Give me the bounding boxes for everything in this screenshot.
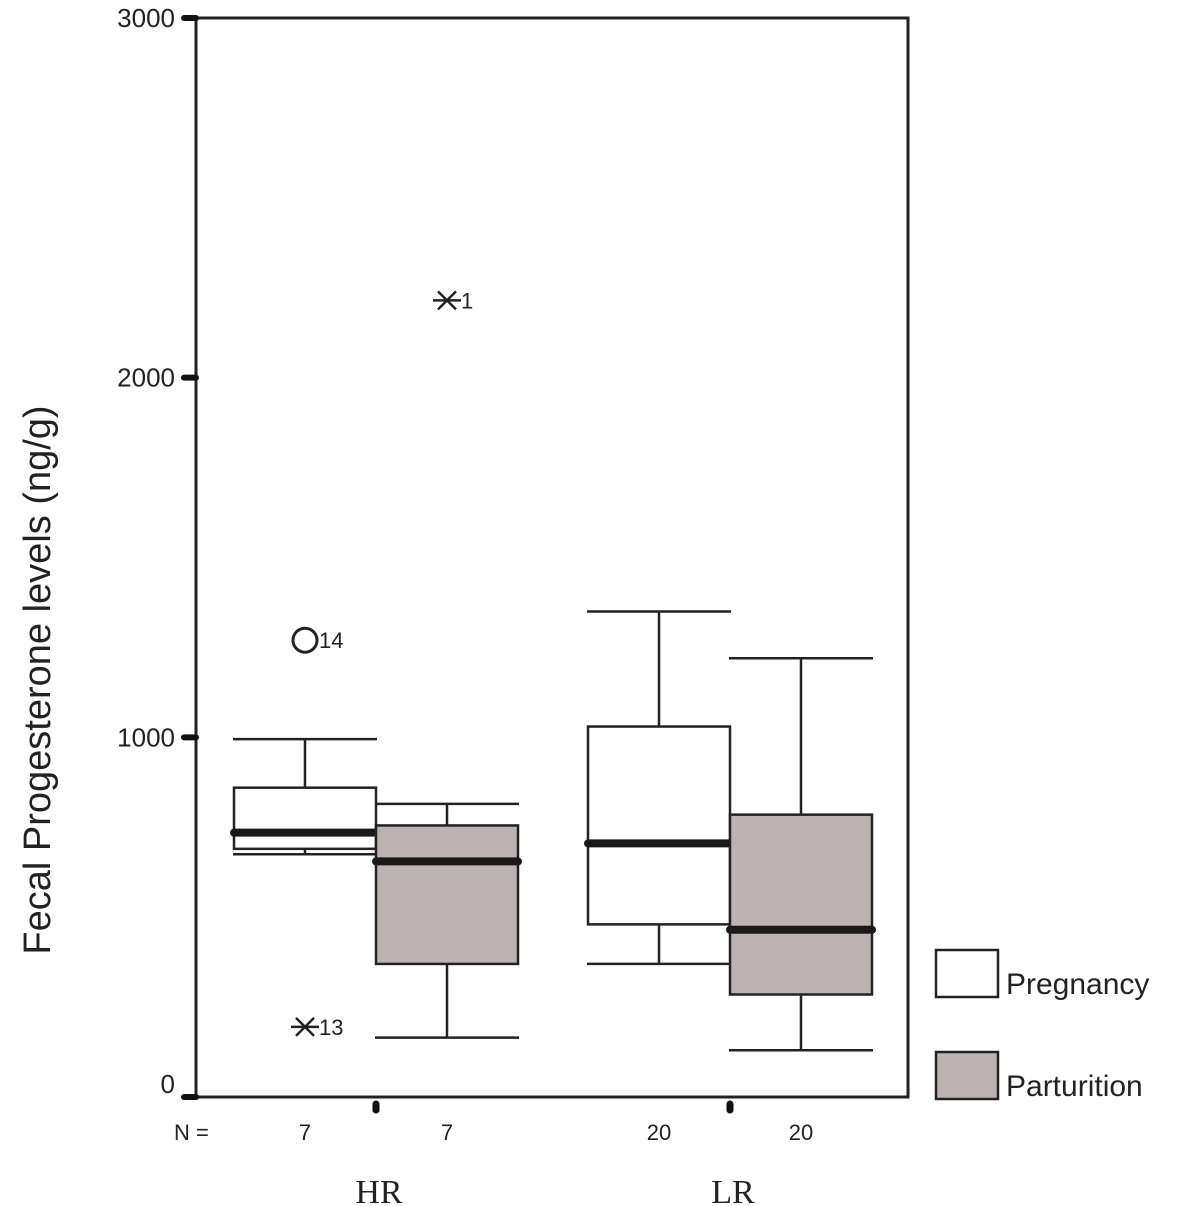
y-axis: 0 1000 2000 3000	[117, 3, 199, 1100]
legend-swatch	[934, 1050, 1000, 1101]
outlier-circle	[291, 626, 319, 654]
outlier-label: 13	[319, 1015, 343, 1040]
outlier-star-stroke	[437, 290, 457, 311]
group-label: LR	[711, 1174, 755, 1206]
y-tick-label: 2000	[117, 363, 175, 393]
box-pregnancy-lr	[584, 610, 734, 966]
n-value: 7	[299, 1120, 311, 1145]
legend-item-pregnancy: Pregnancy	[934, 948, 1149, 1001]
outlier-star	[291, 1016, 319, 1037]
box-iqr	[232, 786, 378, 851]
y-tick-label: 0	[161, 1069, 175, 1099]
n-value: 20	[789, 1120, 813, 1145]
box-parturition-lr	[726, 656, 876, 1052]
outlier-label: 1	[461, 288, 473, 313]
group-label: HR	[355, 1174, 403, 1206]
n-label: N =	[174, 1120, 209, 1145]
n-value: 7	[441, 1120, 453, 1145]
legend-swatch	[934, 948, 1000, 999]
box-iqr	[586, 725, 732, 926]
y-axis-title: Fecal Progesterone levels (ng/g)	[17, 405, 59, 954]
box-pregnancy-hr: 14 13	[230, 626, 380, 1040]
box-series: 14 13 1	[230, 288, 876, 1052]
plot-frame	[194, 16, 910, 1099]
box-iqr	[728, 813, 874, 996]
box-iqr	[374, 824, 520, 966]
legend-label: Parturition	[1006, 1070, 1143, 1103]
axis-labels: Fecal Progesterone levels (ng/g) N = 7 20…	[17, 405, 813, 1206]
y-tick-label: 1000	[117, 722, 175, 752]
outlier-star	[433, 290, 461, 311]
box-parturition-hr: 1	[372, 288, 522, 1039]
outlier-star-stroke	[295, 1016, 315, 1037]
outlier-label: 14	[319, 628, 343, 653]
legend-label: Pregnancy	[1006, 968, 1149, 1001]
legend-item-parturition: Parturition	[934, 1050, 1143, 1103]
y-tick-label: 3000	[117, 3, 175, 33]
n-value: 20	[647, 1120, 671, 1145]
legend: Pregnancy Parturition	[934, 948, 1149, 1103]
